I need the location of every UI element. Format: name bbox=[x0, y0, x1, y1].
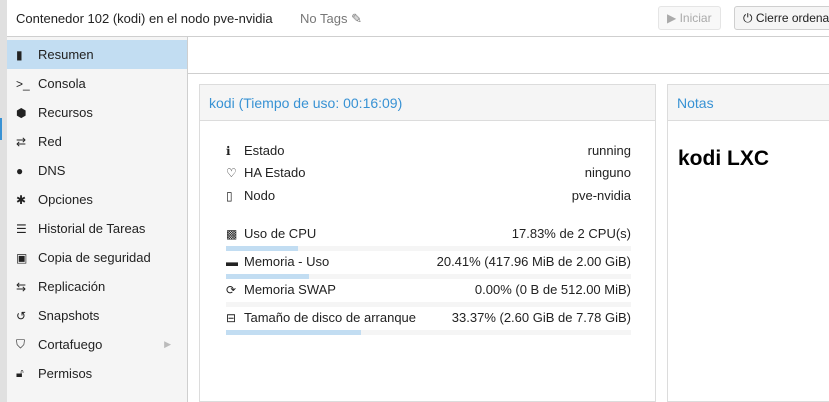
power-icon: ⏻ bbox=[743, 11, 753, 25]
usage-progress-fill bbox=[226, 274, 309, 279]
chevron-right-icon: ▶ bbox=[164, 339, 171, 349]
sidebar-item-label: Replicación bbox=[38, 279, 106, 294]
unlock-icon: 🔓︎ bbox=[16, 366, 24, 380]
shutdown-button[interactable]: ⏻ Cierre ordenado bbox=[734, 6, 829, 30]
sidebar-item-cortafuego[interactable]: ⛉ Cortafuego ▶ bbox=[7, 330, 187, 359]
tags-label: No Tags bbox=[300, 11, 348, 26]
usage-row: ⟳ Memoria SWAP 0.00% (0 B de 512.00 MiB) bbox=[226, 282, 631, 302]
sidebar: ▮ Resumen >_ Consola ⬢ Recursos ⇄ Red ● DNS ✱ Opcio… bbox=[7, 37, 188, 402]
sidebar-item-opciones[interactable]: ✱ Opciones bbox=[7, 185, 187, 214]
info-value: running bbox=[587, 143, 631, 158]
sidebar-item-permisos[interactable]: 🔓︎ Permisos bbox=[7, 359, 187, 388]
refresh-icon: ⟳ bbox=[226, 283, 237, 297]
usage-progress-fill bbox=[226, 330, 362, 335]
heartbeat-icon: ♡ bbox=[226, 166, 237, 180]
usage-progress-bar bbox=[226, 246, 631, 251]
sidebar-item-resumen[interactable]: ▮ Resumen bbox=[7, 40, 187, 69]
sidebar-item-dns[interactable]: ● DNS bbox=[7, 156, 187, 185]
usage-progress-bar bbox=[226, 302, 631, 307]
hdd-icon: ⊟ bbox=[226, 311, 237, 325]
usage-row: ⊟ Tamaño de disco de arranque 33.37% (2.60… bbox=[226, 310, 631, 330]
sidebar-item-snapshots[interactable]: ↺ Snapshots bbox=[7, 301, 187, 330]
info-value: pve-nvidia bbox=[571, 188, 631, 203]
notes-content: kodi LXC bbox=[678, 147, 770, 170]
usage-row: ▩ Uso de CPU 17.83% de 2 CPU(s) bbox=[226, 226, 631, 246]
page-title: Contenedor 102 (kodi) en el nodo pve-nvi… bbox=[16, 11, 273, 26]
usage-row: ▬ Memoria - Uso 20.41% (417.96 MiB de 2.00… bbox=[226, 254, 631, 274]
info-icon: ℹ bbox=[226, 144, 231, 158]
shutdown-label: Cierre ordenado bbox=[755, 11, 829, 25]
sidebar-item-red[interactable]: ⇄ Red bbox=[7, 127, 187, 156]
sidebar-item-label: Snapshots bbox=[38, 308, 100, 323]
sidebar-item-replicaci-n[interactable]: ⇆ Replicación bbox=[7, 272, 187, 301]
usage-label: Uso de CPU bbox=[244, 226, 317, 241]
usage-progress-bar bbox=[226, 330, 631, 335]
sidebar-item-label: Recursos bbox=[38, 105, 93, 120]
sidebar-item-label: Cortafuego bbox=[38, 337, 103, 352]
sidebar-item-label: Historial de Tareas bbox=[38, 221, 146, 236]
start-button[interactable]: ▶ Iniciar bbox=[658, 6, 721, 30]
info-row: ℹ Estado running bbox=[226, 143, 631, 163]
left-edge bbox=[0, 0, 7, 402]
usage-value: 17.83% de 2 CPU(s) bbox=[511, 226, 631, 241]
sidebar-item-copia-de-seguridad[interactable]: ▣ Copia de seguridad bbox=[7, 243, 187, 272]
info-value: ninguno bbox=[584, 165, 631, 180]
sidebar-item-historial-de-tareas[interactable]: ☰ Historial de Tareas bbox=[7, 214, 187, 243]
notes-panel: Notas kodi LXC bbox=[667, 84, 829, 402]
status-panel-title: kodi (Tiempo de uso: 00:16:09) bbox=[200, 85, 655, 121]
exchange-icon: ⇄ bbox=[16, 134, 27, 149]
cpu-icon: ▩ bbox=[226, 227, 238, 241]
usage-progress-fill bbox=[226, 246, 299, 251]
sidebar-item-label: Consola bbox=[38, 76, 86, 91]
sidebar-item-recursos[interactable]: ⬢ Recursos bbox=[7, 98, 187, 127]
info-row: ♡ HA Estado ninguno bbox=[226, 165, 631, 185]
shield-icon: ⛉ bbox=[16, 337, 26, 351]
start-label: Iniciar bbox=[679, 11, 712, 25]
gear-icon: ✱ bbox=[16, 192, 27, 207]
usage-value: 33.37% (2.60 GiB de 7.78 GiB) bbox=[451, 310, 631, 325]
floppy-icon: ▣ bbox=[16, 250, 28, 265]
retweet-icon: ⇆ bbox=[16, 279, 27, 294]
info-label: Estado bbox=[244, 143, 285, 158]
building-icon: ▯ bbox=[226, 189, 233, 203]
info-label: HA Estado bbox=[244, 165, 306, 180]
resize-indicator bbox=[0, 118, 2, 140]
usage-label: Memoria - Uso bbox=[244, 254, 330, 269]
book-icon: ▮ bbox=[16, 47, 23, 62]
pencil-icon[interactable]: ✎ bbox=[351, 11, 362, 26]
sidebar-item-label: Red bbox=[38, 134, 62, 149]
notes-panel-title[interactable]: Notas bbox=[668, 85, 829, 121]
cube-icon: ⬢ bbox=[16, 105, 27, 120]
memory-icon: ▬ bbox=[226, 255, 238, 269]
status-panel: kodi (Tiempo de uso: 00:16:09) ℹ Estado ru… bbox=[199, 84, 656, 402]
content-toolbar bbox=[188, 37, 829, 74]
history-icon: ↺ bbox=[16, 308, 27, 323]
terminal-icon: >_ bbox=[16, 76, 30, 91]
sidebar-item-label: Permisos bbox=[38, 366, 93, 381]
sidebar-item-consola[interactable]: >_ Consola bbox=[7, 69, 187, 98]
globe-icon: ● bbox=[16, 163, 24, 178]
info-row: ▯ Nodo pve-nvidia bbox=[226, 188, 631, 208]
sidebar-item-label: DNS bbox=[38, 163, 66, 178]
sidebar-item-label: Resumen bbox=[38, 47, 94, 62]
usage-value: 20.41% (417.96 MiB de 2.00 GiB) bbox=[436, 254, 631, 269]
usage-value: 0.00% (0 B de 512.00 MiB) bbox=[474, 282, 631, 297]
play-icon: ▶ bbox=[667, 11, 677, 25]
sidebar-item-label: Opciones bbox=[38, 192, 93, 207]
list-icon: ☰ bbox=[16, 221, 27, 236]
usage-label: Memoria SWAP bbox=[244, 282, 336, 297]
header: Contenedor 102 (kodi) en el nodo pve-nvi… bbox=[7, 0, 829, 37]
tags-editor[interactable]: No Tags ✎ bbox=[300, 11, 362, 27]
usage-progress-bar bbox=[226, 274, 631, 279]
sidebar-item-label: Copia de seguridad bbox=[38, 250, 151, 265]
info-label: Nodo bbox=[244, 188, 276, 203]
usage-label: Tamaño de disco de arranque bbox=[244, 310, 417, 325]
